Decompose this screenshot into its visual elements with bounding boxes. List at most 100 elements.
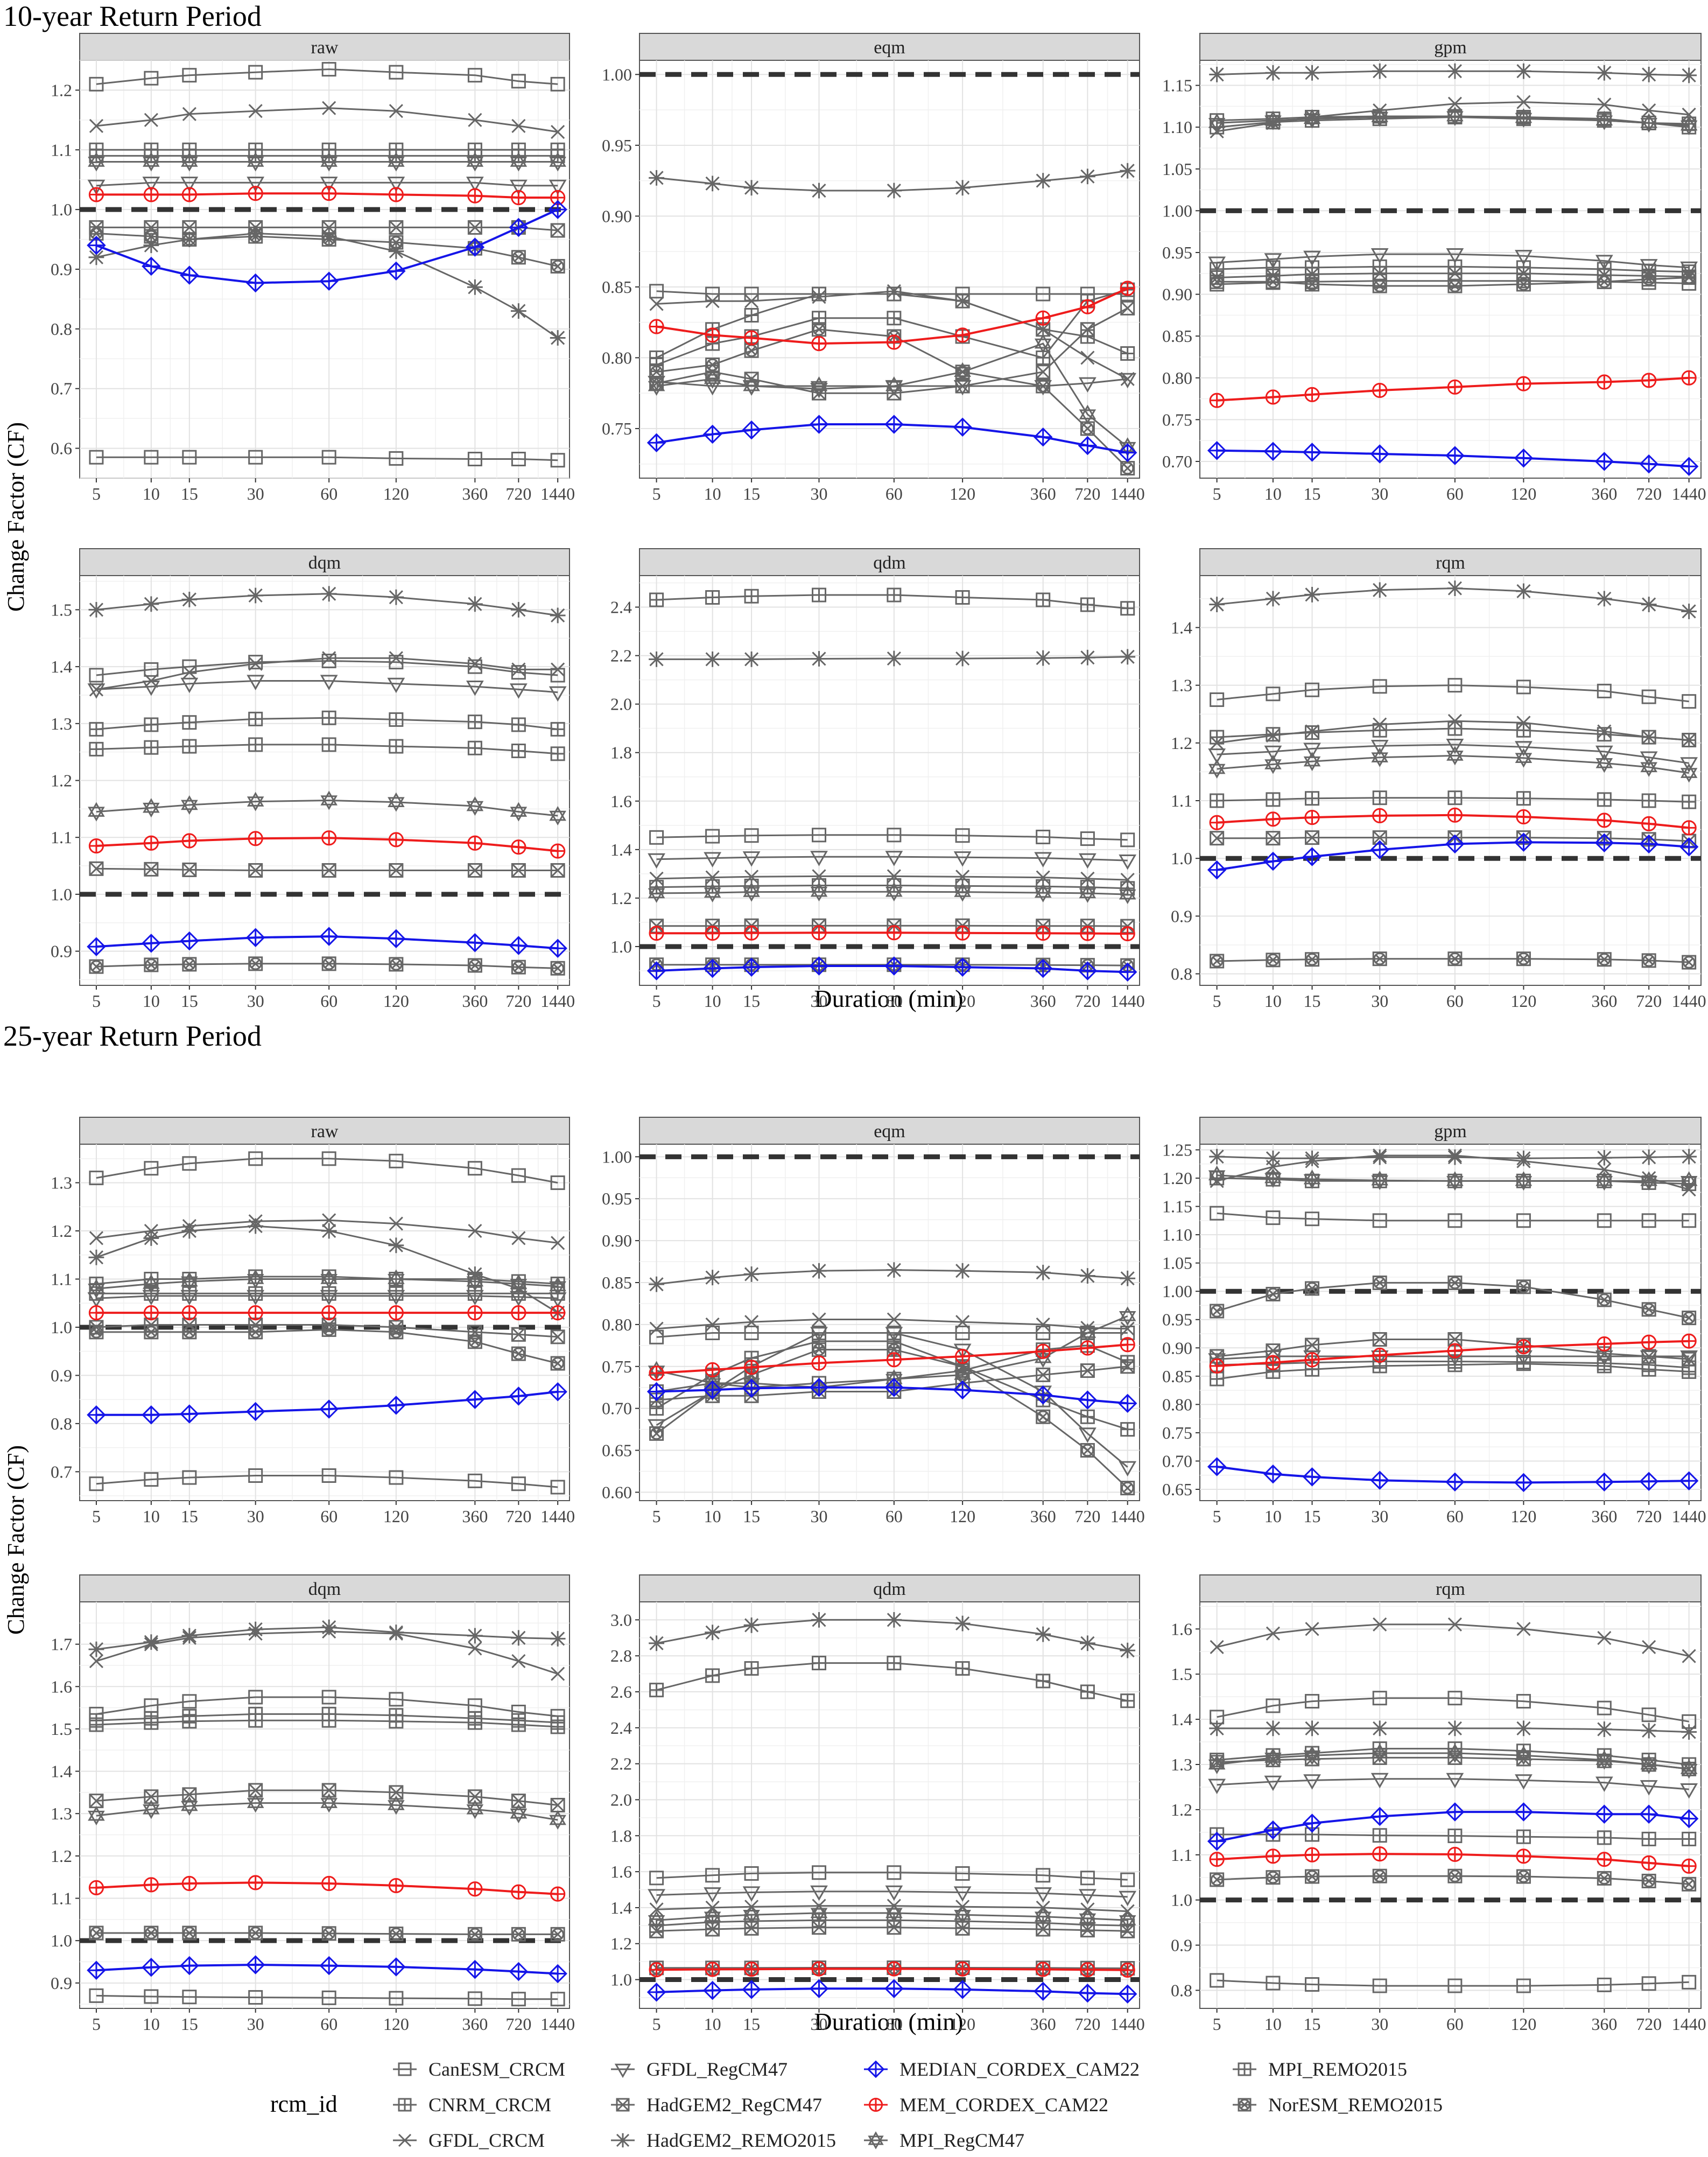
y-tick-label: 0.70 [1162, 452, 1192, 471]
x-tick-label: 720 [1636, 991, 1662, 1011]
data-point [1302, 443, 1322, 462]
data-point [812, 286, 827, 302]
data-point [321, 1305, 337, 1321]
y-tick-label: 1.4 [51, 657, 72, 676]
data-point [1302, 1467, 1322, 1487]
data-point [1595, 1776, 1613, 1792]
legend: rcm_id CanESM_CRCM CNRM_CRCM GFDL_CRCM GFDL_… [270, 2058, 1443, 2151]
data-point [248, 1875, 263, 1890]
data-point [181, 1875, 197, 1892]
data-point [704, 369, 721, 389]
data-point [321, 1223, 337, 1239]
data-point [87, 179, 106, 195]
series-CanESM_CRCM_low [1210, 1973, 1697, 1993]
data-point [1447, 63, 1463, 79]
data-point [743, 1266, 760, 1282]
data-point [388, 1269, 405, 1289]
data-point [1596, 591, 1612, 607]
data-point [550, 1927, 565, 1942]
series-GFDL_CRCM [89, 101, 565, 139]
data-point [1372, 790, 1387, 806]
y-tick-label: 1.00 [602, 65, 632, 84]
data-point [1597, 113, 1612, 128]
data-point [1266, 1210, 1281, 1225]
data-point [953, 1886, 972, 1902]
series-MEDIAN_CORDEX_CAM22 [646, 1377, 1137, 1413]
legend-item-NorESM_REMO2015: NorESM_REMO2015 [1233, 2094, 1443, 2116]
data-point [511, 1346, 526, 1361]
data-point [248, 956, 263, 971]
data-point [389, 1470, 404, 1485]
data-point [955, 1866, 970, 1881]
series-GFDL_RegCM47 [1208, 1773, 1698, 1799]
data-point [248, 450, 263, 465]
data-point [142, 177, 160, 192]
facet-strip [1199, 1117, 1702, 1145]
data-point [143, 1877, 159, 1893]
data-point [1681, 370, 1697, 386]
data-point [1080, 1962, 1095, 1978]
data-point [810, 882, 828, 902]
series-MEDIAN_CORDEX_CAM22 [1207, 1802, 1699, 1851]
data-point [1515, 748, 1533, 768]
data-point [248, 831, 263, 846]
data-point [1447, 1720, 1463, 1736]
data-point [88, 1880, 104, 1895]
data-point [1641, 1175, 1656, 1190]
data-point [812, 587, 827, 603]
data-point [1266, 1976, 1281, 1991]
x-tick-label: 1440 [1110, 1507, 1145, 1526]
series-HadGEM2_REMO2015 [649, 1262, 1136, 1292]
y-tick-label: 1.0 [51, 1931, 72, 1950]
data-point [1372, 808, 1388, 823]
data-point [1208, 1778, 1226, 1795]
series-HadGEM2_RegCM47 [1210, 1750, 1697, 1776]
facet-strip-label: qdm [873, 553, 905, 573]
facet-strip [1199, 33, 1702, 61]
legend-item-HadGEM2_REMO2015: HadGEM2_REMO2015 [611, 2130, 836, 2151]
data-point [1209, 1358, 1225, 1374]
y-tick-label: 0.6 [51, 439, 72, 458]
x-tick-label: 360 [1591, 2014, 1617, 2034]
data-point [143, 835, 159, 851]
data-point [1640, 1755, 1657, 1774]
y-tick-label: 1.0 [51, 1318, 72, 1337]
data-point [549, 152, 566, 172]
data-point [321, 1322, 336, 1337]
data-point [649, 170, 664, 186]
facet-panel-raw-10yr: raw 0.6 0.7 0.8 0.9 1.0 1.1 1.2 5 10 15 30 60 120 360 7… [51, 33, 575, 503]
data-point [321, 654, 336, 669]
data-point [1682, 1176, 1697, 1192]
data-point [1597, 1700, 1612, 1715]
data-point [1120, 1422, 1135, 1437]
series-line [96, 181, 558, 187]
data-point [1597, 1173, 1612, 1188]
data-point [1679, 837, 1699, 857]
data-point [1208, 748, 1226, 764]
data-point [810, 851, 828, 866]
data-point [182, 1694, 197, 1709]
legend-label: CNRM_CRCM [428, 2094, 551, 2116]
y-tick-label: 1.2 [610, 888, 632, 908]
facet-panel-rqm-25yr: rqm 0.8 0.9 1.0 1.1 1.2 1.3 1.4 1.5 1.6 5 10 15 30 60 1… [1171, 1574, 1706, 2034]
data-point [1119, 373, 1137, 389]
data-point [702, 1980, 722, 2000]
data-point [1514, 1473, 1534, 1493]
data-point [182, 862, 197, 877]
data-point [321, 1151, 336, 1166]
data-point [1372, 111, 1387, 127]
y-tick-label: 1.20 [1162, 1168, 1192, 1188]
data-point [646, 1382, 666, 1402]
y-tick-label: 1.3 [51, 1173, 72, 1193]
data-point [744, 294, 759, 309]
data-point [1639, 834, 1658, 854]
series-NorESM_REMO2015 [89, 956, 565, 976]
data-point [742, 851, 761, 867]
data-point [1266, 727, 1281, 742]
data-point [1035, 1264, 1051, 1280]
data-point [1036, 286, 1051, 302]
x-tick-label: 360 [1591, 991, 1617, 1011]
data-point [1264, 754, 1282, 774]
data-point [885, 851, 903, 866]
data-point [389, 863, 404, 878]
